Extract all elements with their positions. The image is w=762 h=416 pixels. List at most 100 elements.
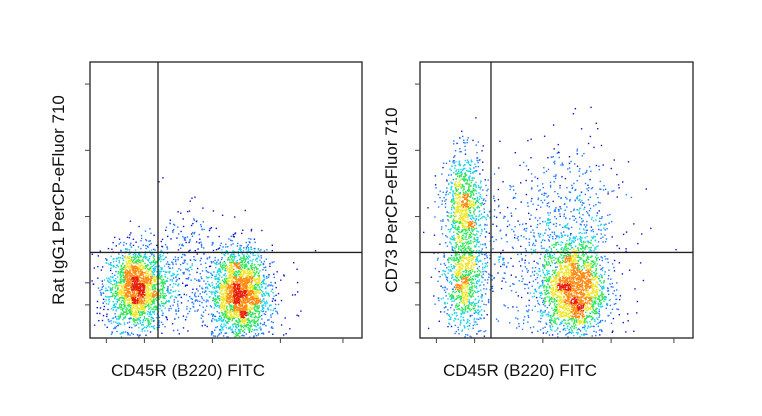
event-dot <box>144 230 147 232</box>
event-dot <box>127 292 129 294</box>
event-dot <box>184 259 186 261</box>
event-dot <box>199 293 201 295</box>
event-dot <box>259 326 262 328</box>
event-dot <box>262 295 264 298</box>
event-dot <box>250 320 253 323</box>
event-dot <box>246 274 249 277</box>
event-dot <box>139 259 141 262</box>
event-dot <box>454 207 456 209</box>
event-dot <box>231 287 233 289</box>
event-dot <box>189 238 191 241</box>
event-dot <box>248 325 251 327</box>
event-dot <box>464 206 467 208</box>
event-dot <box>228 276 230 278</box>
event-dot <box>214 318 216 321</box>
event-dot <box>456 197 458 199</box>
event-dot <box>233 312 236 315</box>
event-dot <box>238 286 241 288</box>
event-dot <box>162 291 164 294</box>
event-dot <box>131 298 134 300</box>
event-dot <box>146 282 148 284</box>
event-dot <box>110 283 112 285</box>
event-dot <box>140 247 142 250</box>
event-dot <box>242 298 245 300</box>
event-dot <box>123 295 125 297</box>
event-dot <box>261 332 263 335</box>
event-dot <box>147 264 150 266</box>
event-dot <box>182 253 184 256</box>
event-dot <box>145 239 148 242</box>
event-dot <box>243 311 245 313</box>
event-dot <box>185 316 188 318</box>
event-dot <box>226 267 229 269</box>
event-dot <box>462 217 465 220</box>
event-dot <box>116 276 119 278</box>
event-dot <box>234 216 236 218</box>
event-dot <box>122 263 124 265</box>
event-dot <box>260 314 263 317</box>
event-dot <box>140 265 142 267</box>
event-dot <box>472 233 474 235</box>
event-dot <box>128 303 130 306</box>
event-dot <box>119 276 122 278</box>
event-dot <box>140 269 142 271</box>
event-dot <box>173 273 176 275</box>
event-dot <box>235 278 238 281</box>
event-dot <box>238 262 241 265</box>
event-dot <box>460 168 462 171</box>
event-dot <box>478 186 480 188</box>
event-dot <box>122 300 125 302</box>
event-dot <box>237 299 239 302</box>
event-dot <box>252 295 254 297</box>
event-dot <box>247 300 249 302</box>
event-dot <box>172 231 174 233</box>
event-dot <box>210 261 212 263</box>
event-dot <box>145 289 147 291</box>
event-dot <box>238 292 240 294</box>
event-dot <box>249 269 251 271</box>
event-dot <box>109 287 112 289</box>
event-dot <box>249 256 251 258</box>
event-dot <box>458 203 461 205</box>
event-dot <box>183 271 185 274</box>
event-dot <box>221 299 223 302</box>
event-dot <box>121 267 123 269</box>
event-dot <box>454 262 456 265</box>
event-dot <box>224 273 226 275</box>
event-dot <box>257 272 259 275</box>
event-dot <box>468 196 471 198</box>
event-dot <box>238 303 240 305</box>
event-dot <box>160 282 162 284</box>
event-dot <box>164 307 166 309</box>
event-dot <box>241 261 243 263</box>
event-dot <box>143 271 145 274</box>
event-dot <box>255 294 257 297</box>
y-axis-label: Rat IgG1 PerCP-eFluor 710 <box>49 95 68 305</box>
event-dot <box>102 292 104 294</box>
event-dot <box>114 313 116 315</box>
event-dot <box>224 298 226 300</box>
event-dot <box>237 330 240 332</box>
event-dot <box>229 277 231 279</box>
event-dot <box>221 312 223 314</box>
event-dot <box>147 324 150 326</box>
event-dot <box>188 277 190 279</box>
event-dot <box>146 256 148 258</box>
event-dot <box>270 321 273 323</box>
event-dot <box>458 185 460 188</box>
event-dot <box>173 277 175 279</box>
event-dot <box>114 327 117 329</box>
event-dot <box>227 312 229 314</box>
event-dot <box>165 263 168 265</box>
event-dot <box>236 288 239 290</box>
event-dot <box>243 313 245 316</box>
event-dot <box>250 299 252 301</box>
event-dot <box>263 313 265 315</box>
event-dot <box>154 286 156 288</box>
event-dot <box>252 336 255 338</box>
event-dot <box>153 268 155 270</box>
event-dot <box>118 299 120 301</box>
event-dot <box>172 263 174 266</box>
event-dot <box>169 297 172 299</box>
